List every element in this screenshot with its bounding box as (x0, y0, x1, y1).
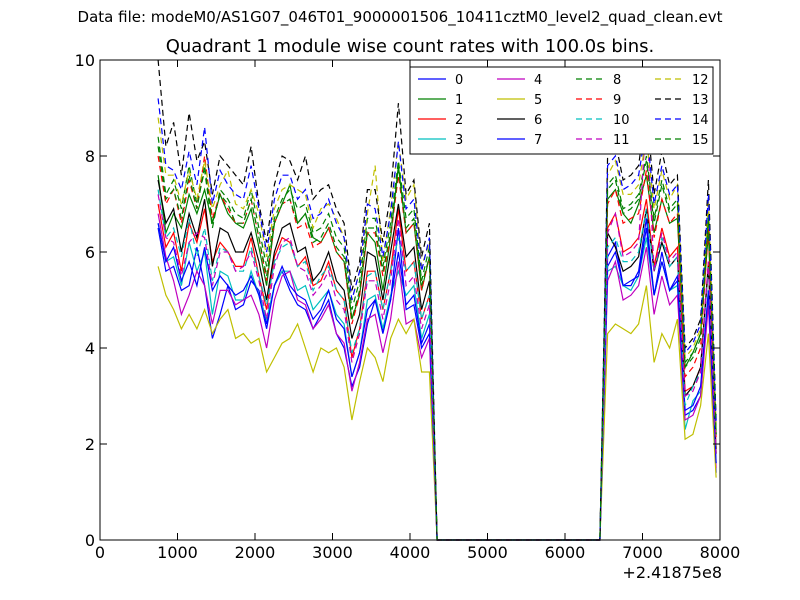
legend-label-8: 8 (613, 73, 621, 88)
legend-box (409, 66, 714, 155)
legend-label-7: 7 (534, 133, 542, 148)
series-line-12 (157, 117, 717, 541)
y-tick-label: 6 (85, 243, 95, 262)
series-line-10 (157, 189, 717, 541)
series-line-11 (157, 112, 717, 541)
x-tick-label: 6000 (545, 543, 586, 562)
x-tick-label: 2000 (235, 543, 276, 562)
x-offset-label: +2.41875e8 (622, 563, 722, 582)
x-tick-label: 5000 (467, 543, 508, 562)
x-tick-label: 3000 (312, 543, 353, 562)
series-line-15 (157, 146, 717, 541)
x-tick-label: 4000 (390, 543, 431, 562)
series-line-14 (157, 98, 717, 541)
y-tick-label: 0 (85, 531, 95, 550)
legend-label-12: 12 (692, 73, 709, 88)
x-tick-label: 1000 (157, 543, 198, 562)
series-lines (157, 59, 717, 541)
series-line-1 (157, 165, 717, 541)
series-line-5 (157, 266, 717, 541)
y-tick-label: 10 (75, 51, 95, 70)
legend-label-0: 0 (455, 73, 463, 88)
legend-label-6: 6 (534, 113, 542, 128)
chart-title: Quadrant 1 module wise count rates with … (165, 36, 655, 57)
legend-label-9: 9 (613, 93, 621, 108)
y-tick-label: 4 (85, 339, 95, 358)
legend-label-14: 14 (692, 113, 709, 128)
legend-label-10: 10 (613, 113, 630, 128)
legend-label-1: 1 (455, 93, 463, 108)
legend-label-15: 15 (692, 133, 709, 148)
y-tick-label: 2 (85, 435, 95, 454)
figure-supertitle: Data file: modeM0/AS1G07_046T01_90000015… (77, 8, 723, 26)
x-tick-label: 0 (95, 543, 105, 562)
series-line-7 (157, 223, 717, 541)
y-tick-label: 8 (85, 147, 95, 166)
series-line-9 (157, 155, 717, 541)
series-line-8 (157, 136, 717, 541)
legend-label-3: 3 (455, 133, 463, 148)
legend-label-4: 4 (534, 73, 542, 88)
x-tick-label: 7000 (622, 543, 663, 562)
legend-label-2: 2 (455, 113, 463, 128)
series-line-6 (157, 179, 717, 541)
series-line-2 (157, 199, 717, 541)
x-tick-label: 8000 (700, 543, 741, 562)
legend-label-5: 5 (534, 93, 542, 108)
legend-label-11: 11 (613, 133, 630, 148)
legend-label-13: 13 (692, 93, 709, 108)
series-line-0 (157, 218, 717, 541)
series-line-4 (157, 213, 717, 541)
